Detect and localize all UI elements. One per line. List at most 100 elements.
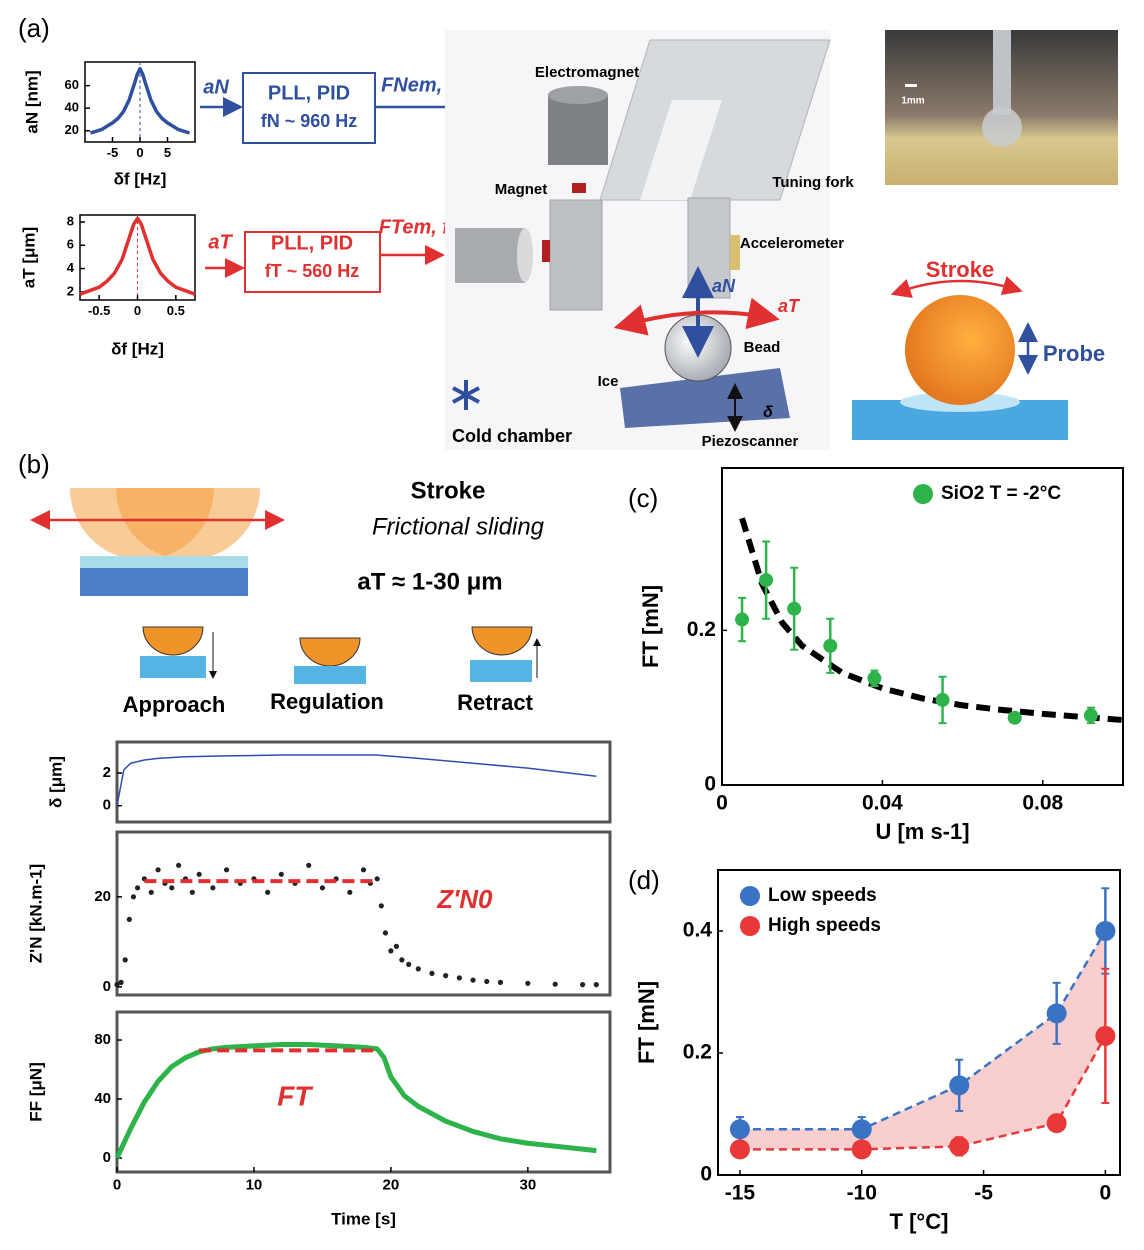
data-point bbox=[525, 980, 531, 986]
legend-marker bbox=[913, 484, 933, 504]
electromagnet-top bbox=[548, 86, 608, 104]
data-point bbox=[388, 948, 394, 954]
x-tick-label: 0 bbox=[113, 1176, 121, 1193]
data-point bbox=[148, 889, 154, 895]
arrow bbox=[613, 297, 780, 336]
data-point bbox=[378, 903, 384, 909]
arrow bbox=[890, 276, 1023, 298]
fit-line bbox=[739, 517, 1124, 724]
signal-label: aN bbox=[203, 76, 229, 98]
panel-label: (c) bbox=[628, 483, 658, 513]
photo-probe bbox=[993, 30, 1011, 115]
sphere-cap bbox=[471, 626, 533, 656]
data-point bbox=[114, 982, 120, 988]
magnet bbox=[542, 240, 550, 262]
y-axis-label: FT [mN] bbox=[634, 981, 659, 1064]
sphere-cap bbox=[299, 637, 361, 667]
magnet bbox=[572, 183, 586, 193]
coil-end bbox=[517, 228, 533, 282]
data-point bbox=[851, 1139, 872, 1160]
x-tick-label: 20 bbox=[383, 1176, 400, 1193]
mode-subtitle: Frictional sliding bbox=[372, 513, 545, 540]
snowflake-icon bbox=[452, 380, 480, 410]
photo-drop bbox=[982, 107, 1022, 147]
x-tick-label: -5 bbox=[107, 145, 119, 160]
data-point bbox=[223, 867, 230, 873]
y-axis-label: FF [μN] bbox=[26, 1062, 45, 1122]
data-point bbox=[278, 871, 284, 877]
y-tick-label: 2 bbox=[67, 283, 74, 298]
part-label: Bead bbox=[744, 339, 781, 356]
x-tick-label: 0.5 bbox=[167, 303, 185, 318]
data-line bbox=[114, 1041, 597, 1160]
data-point bbox=[823, 638, 838, 653]
amplitude-label: aT ≈ 1-30 μm bbox=[357, 568, 502, 595]
x-tick-label: 0 bbox=[136, 145, 143, 160]
x-tick-label: -15 bbox=[725, 1181, 756, 1204]
part-label: δ bbox=[763, 404, 773, 421]
data-point bbox=[196, 871, 202, 877]
data-point bbox=[210, 885, 216, 891]
data-point bbox=[126, 916, 132, 922]
data-point bbox=[155, 867, 161, 873]
y-axis-label: aN [nm] bbox=[22, 70, 41, 133]
data-point bbox=[443, 973, 449, 979]
x-tick-label: 10 bbox=[246, 1176, 263, 1193]
plot-frame bbox=[717, 869, 1121, 1176]
panel-label: (b) bbox=[18, 449, 50, 479]
y-axis-label: Z'N [kN.m-1] bbox=[26, 864, 45, 963]
series-line bbox=[739, 1035, 1107, 1151]
reference-label: Z'N0 bbox=[436, 884, 493, 914]
data-line bbox=[79, 216, 196, 296]
data-point bbox=[729, 1139, 750, 1160]
data-point bbox=[319, 885, 326, 891]
data-point bbox=[456, 975, 462, 981]
ice-slab bbox=[140, 656, 206, 678]
y-tick-label: 0.2 bbox=[683, 1041, 712, 1064]
controller-label: PLL, PID bbox=[271, 232, 353, 254]
plot-frame bbox=[115, 830, 612, 997]
x-tick-label: 0.08 bbox=[1022, 791, 1063, 814]
y-tick-label: 0 bbox=[700, 1163, 712, 1186]
mode-title: Stroke bbox=[411, 477, 486, 504]
data-line bbox=[89, 67, 191, 135]
y-tick-label: 0 bbox=[103, 978, 111, 995]
plot-frame bbox=[115, 1010, 612, 1174]
y-tick-label: 0.2 bbox=[687, 618, 716, 641]
part-label: Accelerometer bbox=[740, 235, 844, 252]
y-tick-label: 20 bbox=[65, 122, 79, 137]
data-point bbox=[735, 612, 750, 627]
ice-slab bbox=[294, 666, 366, 684]
y-tick-label: 0.4 bbox=[683, 919, 713, 942]
data-point bbox=[382, 930, 389, 936]
data-point bbox=[130, 894, 137, 900]
controller-label: fT ~ 560 Hz bbox=[265, 261, 360, 281]
x-axis-label: U [m s-1] bbox=[875, 819, 969, 844]
data-point bbox=[169, 885, 175, 891]
x-tick-label: 0.04 bbox=[862, 791, 903, 814]
data-point bbox=[176, 862, 182, 868]
part-label: Tuning fork bbox=[772, 174, 854, 191]
data-point bbox=[787, 601, 802, 616]
data-point bbox=[1095, 921, 1116, 941]
sphere bbox=[905, 295, 1015, 405]
ice-slab bbox=[470, 660, 532, 682]
tuning-fork-prong bbox=[549, 199, 603, 311]
data-point bbox=[1083, 708, 1098, 723]
data-point bbox=[415, 966, 421, 972]
y-axis-label: δ [μm] bbox=[46, 756, 65, 808]
y-tick-label: 40 bbox=[94, 1090, 111, 1107]
motion-label: Stroke bbox=[926, 257, 994, 282]
data-point bbox=[593, 982, 599, 988]
y-tick-label: 40 bbox=[65, 100, 79, 115]
motion-label: Probe bbox=[1043, 341, 1105, 366]
signal-label: aT bbox=[778, 296, 801, 316]
signal-label: aN bbox=[712, 276, 736, 296]
data-point bbox=[470, 977, 476, 983]
data-point bbox=[374, 876, 380, 882]
x-axis-label: T [°C] bbox=[890, 1209, 949, 1234]
legend-label: Low speeds bbox=[768, 885, 877, 906]
y-tick-label: 0 bbox=[103, 797, 111, 814]
electromagnet bbox=[548, 95, 608, 165]
